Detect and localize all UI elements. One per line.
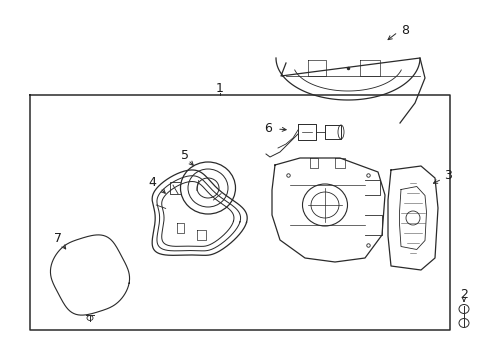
Text: 8: 8 [400,23,408,36]
Text: 5: 5 [181,149,189,162]
Text: 3: 3 [443,168,451,181]
Text: 2: 2 [459,288,467,302]
Text: 6: 6 [264,122,271,135]
Text: 1: 1 [216,81,224,95]
Text: 4: 4 [148,176,156,189]
Text: 7: 7 [54,231,62,244]
